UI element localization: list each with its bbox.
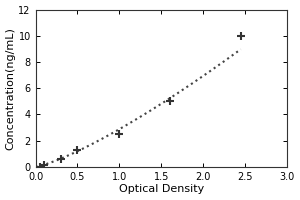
X-axis label: Optical Density: Optical Density: [118, 184, 204, 194]
Y-axis label: Concentration(ng/mL): Concentration(ng/mL): [6, 27, 16, 150]
